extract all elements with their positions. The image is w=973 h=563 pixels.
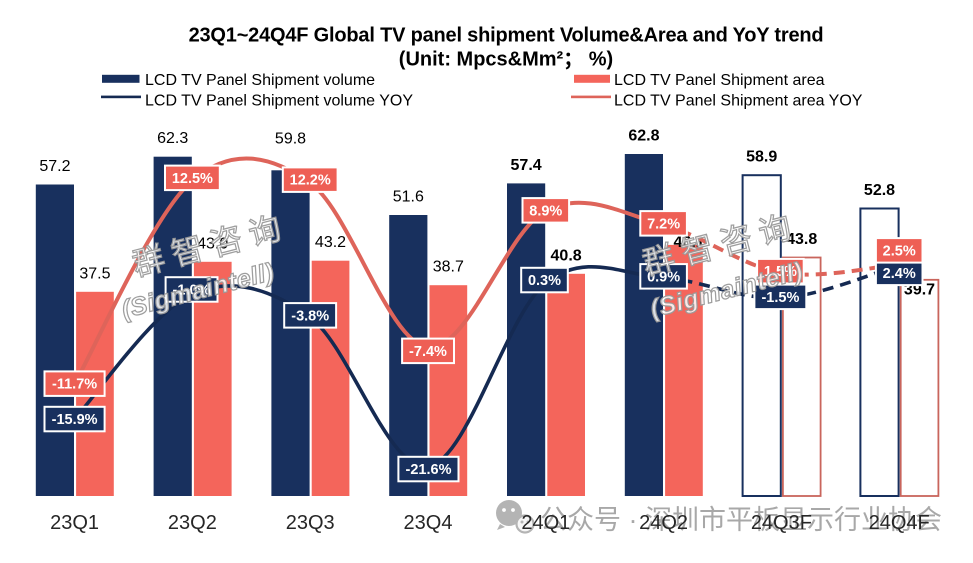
svg-text:-21.6%: -21.6% bbox=[406, 462, 452, 478]
svg-text:24Q3F: 24Q3F bbox=[751, 512, 812, 534]
svg-text:51.6: 51.6 bbox=[393, 189, 424, 206]
svg-text:59.8: 59.8 bbox=[275, 130, 306, 147]
svg-text:12.5%: 12.5% bbox=[172, 171, 213, 187]
svg-text:62.8: 62.8 bbox=[628, 128, 659, 145]
svg-text:(Unit: Mpcs&Mm²； %): (Unit: Mpcs&Mm²； %) bbox=[399, 49, 613, 71]
svg-text:23Q3: 23Q3 bbox=[286, 512, 335, 534]
svg-text:38.7: 38.7 bbox=[433, 259, 464, 276]
svg-text:43.8: 43.8 bbox=[786, 231, 817, 248]
svg-text:0.9%: 0.9% bbox=[647, 269, 680, 285]
svg-text:57.4: 57.4 bbox=[511, 157, 542, 174]
svg-text:-1.0%: -1.0% bbox=[173, 283, 211, 299]
svg-text:-11.7%: -11.7% bbox=[52, 377, 97, 393]
svg-text:LCD TV Panel Shipment area YOY: LCD TV Panel Shipment area YOY bbox=[614, 93, 863, 110]
svg-text:24Q2: 24Q2 bbox=[639, 512, 688, 534]
svg-text:1.5%: 1.5% bbox=[764, 264, 797, 280]
svg-text:62.3: 62.3 bbox=[157, 130, 188, 147]
svg-text:40.8: 40.8 bbox=[551, 247, 582, 264]
svg-text:-7.4%: -7.4% bbox=[409, 344, 447, 360]
svg-text:LCD TV Panel Shipment volume: LCD TV Panel Shipment volume bbox=[145, 72, 375, 89]
svg-text:LCD TV Panel Shipment area: LCD TV Panel Shipment area bbox=[614, 72, 825, 89]
svg-text:8.9%: 8.9% bbox=[529, 203, 562, 219]
svg-text:2.4%: 2.4% bbox=[883, 266, 916, 282]
svg-text:LCD TV Panel Shipment volume Y: LCD TV Panel Shipment volume YOY bbox=[145, 93, 413, 110]
svg-text:23Q2: 23Q2 bbox=[168, 512, 217, 534]
svg-text:43.0: 43.0 bbox=[197, 235, 228, 252]
svg-text:公众号 · 深圳市平板显示行业协会: 公众号 · 深圳市平板显示行业协会 bbox=[540, 505, 942, 535]
svg-text:43.2: 43.2 bbox=[315, 234, 346, 251]
svg-text:23Q1: 23Q1 bbox=[50, 512, 99, 534]
svg-text:12.2%: 12.2% bbox=[290, 173, 331, 189]
svg-text:52.8: 52.8 bbox=[864, 182, 895, 199]
svg-text:24Q4F: 24Q4F bbox=[869, 512, 930, 534]
svg-text:58.9: 58.9 bbox=[746, 149, 777, 166]
svg-text:57.2: 57.2 bbox=[39, 158, 70, 175]
svg-text:7.2%: 7.2% bbox=[647, 216, 680, 232]
svg-text:2.5%: 2.5% bbox=[883, 243, 916, 259]
svg-text:0.3%: 0.3% bbox=[528, 273, 561, 289]
svg-text:23Q1~24Q4F Global TV panel shi: 23Q1~24Q4F Global TV panel shipment Volu… bbox=[189, 25, 824, 47]
svg-text:37.5: 37.5 bbox=[79, 265, 110, 282]
svg-text:-1.5%: -1.5% bbox=[761, 290, 799, 306]
svg-text:23Q4: 23Q4 bbox=[404, 512, 453, 534]
svg-text:24Q1: 24Q1 bbox=[521, 512, 570, 534]
svg-text:-15.9%: -15.9% bbox=[52, 412, 98, 428]
svg-text:-3.8%: -3.8% bbox=[291, 308, 329, 324]
